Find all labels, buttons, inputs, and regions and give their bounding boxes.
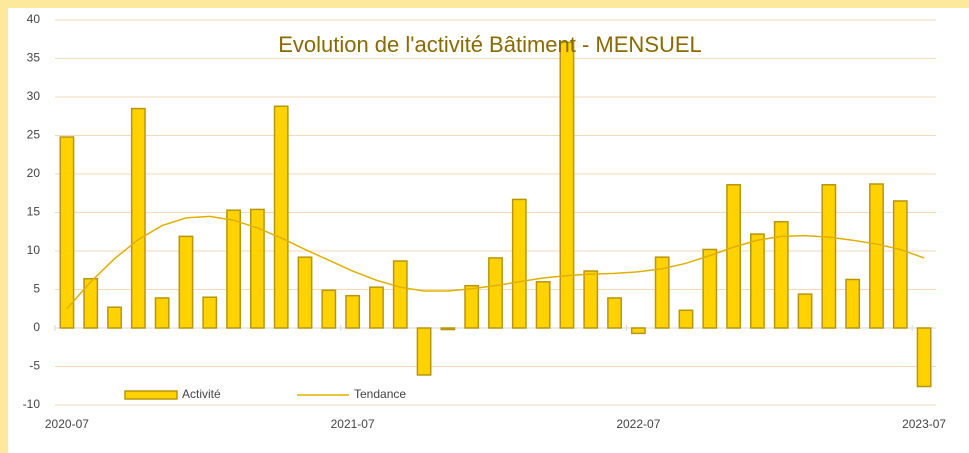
legend-label: Tendance [354, 387, 406, 401]
bar [178, 235, 194, 329]
bar [154, 297, 170, 329]
y-tick-label: 35 [27, 51, 41, 65]
y-tick-label: 20 [27, 166, 41, 180]
bar [83, 277, 99, 329]
bar [392, 260, 408, 329]
y-tick-label: 0 [33, 320, 40, 334]
bar [797, 293, 813, 329]
bar [702, 248, 718, 329]
chart-title: Evolution de l'activité Bâtiment - MENSU… [278, 32, 702, 57]
bar [607, 297, 622, 329]
legend-swatch [124, 390, 178, 400]
bar [440, 327, 456, 331]
bar [678, 309, 694, 329]
bar [845, 278, 861, 329]
trend-line [66, 215, 925, 310]
bar [416, 327, 432, 376]
bar [297, 256, 313, 329]
bar [59, 136, 75, 329]
y-tick-label: 25 [27, 128, 41, 142]
bar [488, 257, 503, 329]
bar [583, 270, 599, 329]
bar [821, 184, 837, 329]
bar [249, 208, 265, 329]
bar [369, 286, 384, 329]
x-tick-label: 2021-07 [331, 417, 375, 431]
bar [130, 107, 146, 329]
bar [892, 200, 908, 329]
bar [535, 281, 551, 329]
bar [654, 256, 670, 329]
x-tick-label: 2022-07 [616, 417, 660, 431]
bar [750, 233, 765, 329]
legend-label: Activité [182, 387, 221, 401]
y-tick-label: -10 [23, 397, 41, 411]
bar [464, 284, 480, 329]
y-tick-label: 40 [27, 12, 41, 26]
y-tick-label: 10 [27, 243, 41, 257]
bar [630, 327, 646, 335]
bar [202, 296, 218, 329]
bar [916, 327, 932, 388]
chart-area [8, 8, 969, 453]
bar [321, 289, 337, 329]
x-tick-label: 2020-07 [45, 417, 89, 431]
bar [773, 220, 789, 329]
bar [511, 198, 527, 329]
y-tick-label: -5 [29, 359, 40, 373]
bar [869, 183, 884, 329]
bar [726, 184, 742, 329]
y-tick-label: 30 [27, 89, 41, 103]
bar [226, 209, 241, 329]
y-tick-label: 5 [33, 282, 40, 296]
y-tick-label: 15 [27, 205, 41, 219]
bar [107, 306, 122, 329]
x-tick-label: 2023-07 [902, 417, 946, 431]
bar [559, 41, 575, 329]
bar [273, 105, 289, 329]
bar [345, 294, 361, 329]
